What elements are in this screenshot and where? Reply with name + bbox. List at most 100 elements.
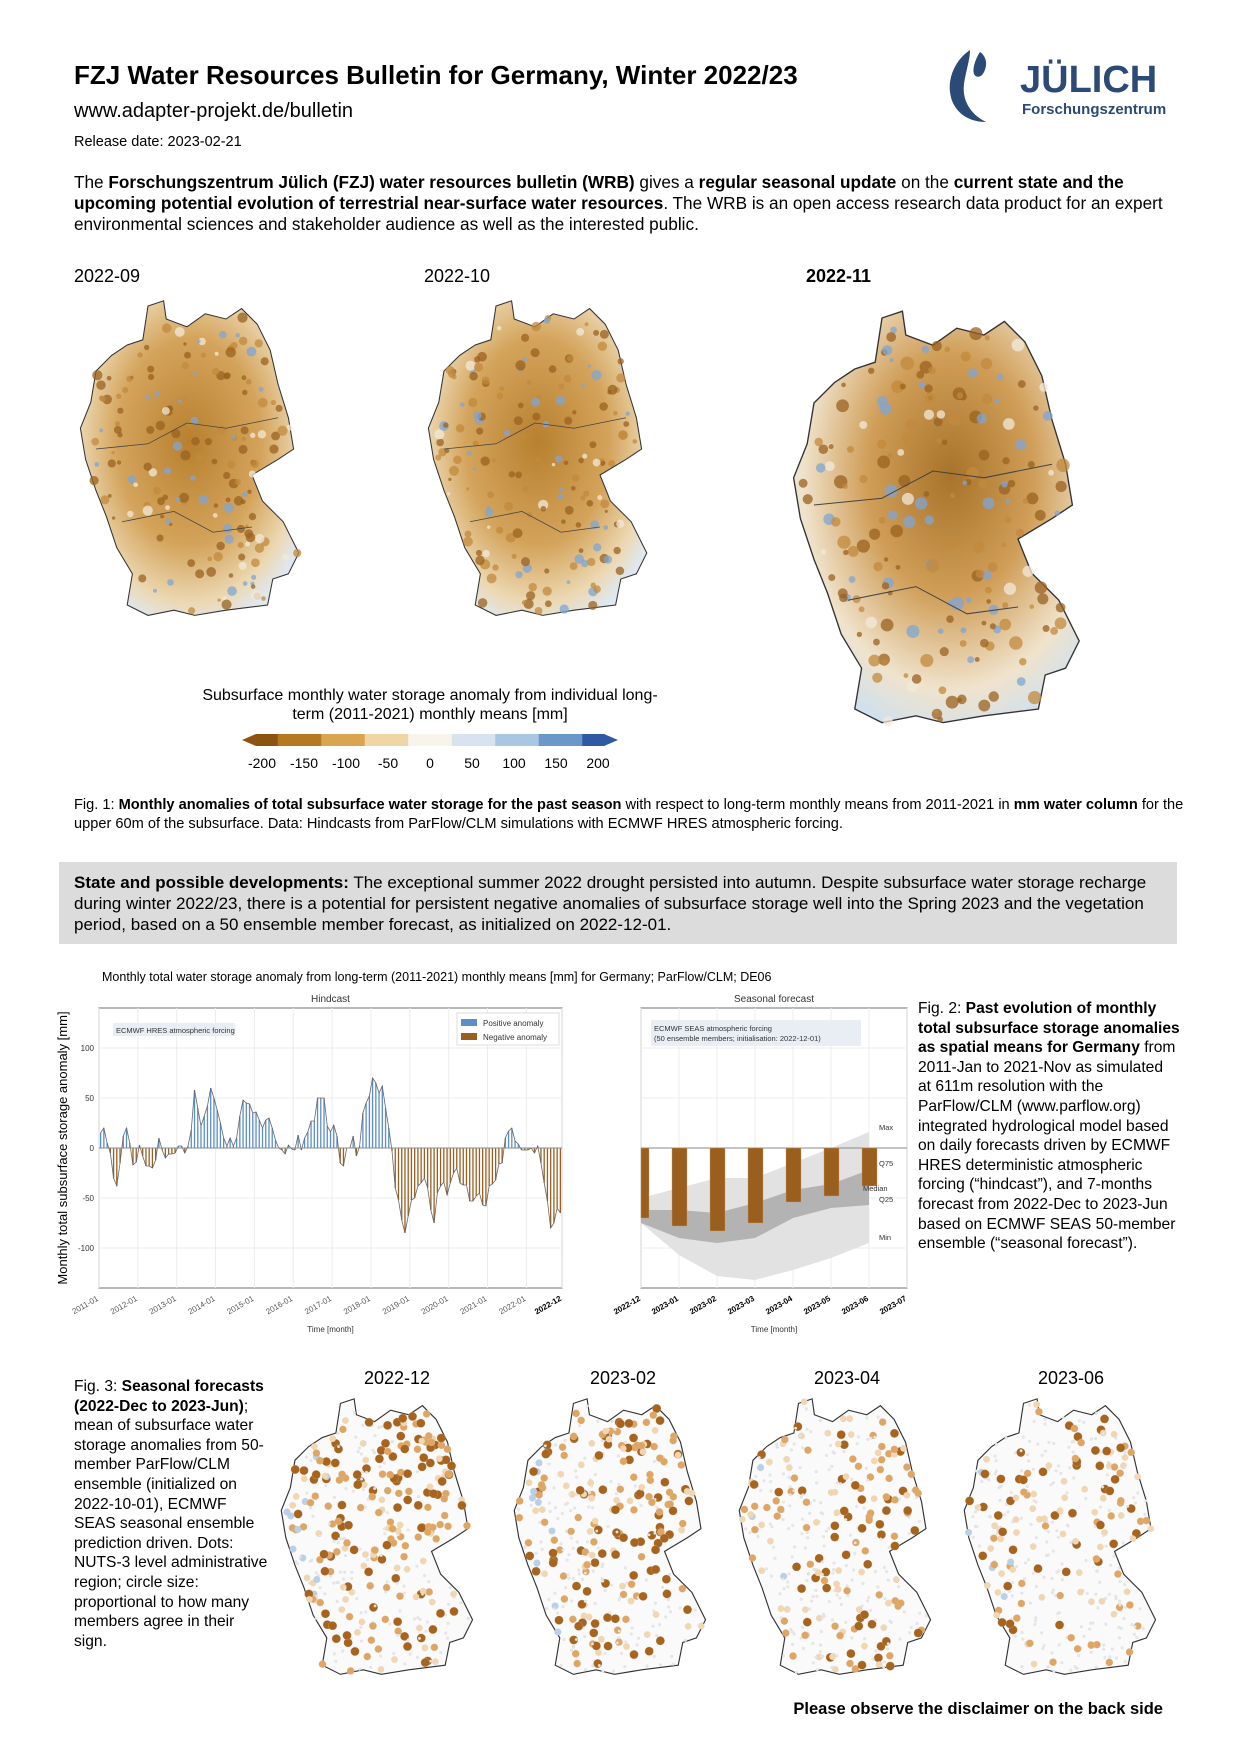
- nuts3-dot: [515, 1513, 524, 1522]
- anomaly-patch: [880, 618, 894, 632]
- nuts3-dot: [1072, 1538, 1079, 1545]
- nuts3-dot: [1132, 1632, 1136, 1636]
- nuts3-dot: [860, 1610, 869, 1620]
- anomaly-patch: [487, 491, 495, 499]
- bulletin-url[interactable]: www.adapter-projekt.de/bulletin: [74, 100, 354, 122]
- nuts3-dot: [1012, 1494, 1020, 1502]
- anomaly-patch: [261, 596, 266, 601]
- nuts3-dot: [1007, 1590, 1011, 1594]
- anomaly-patch: [508, 471, 516, 478]
- anomaly-patch: [496, 526, 504, 534]
- nuts3-dot: [591, 1664, 595, 1668]
- anomaly-patch: [213, 503, 219, 508]
- anomaly-patch: [987, 562, 998, 572]
- x-tick-label: 2018-01: [342, 1294, 372, 1317]
- anomaly-patch: [928, 366, 936, 375]
- nuts3-dot: [362, 1551, 369, 1558]
- nuts3-dot: [805, 1579, 809, 1583]
- anomaly-patch: [91, 437, 100, 446]
- nuts3-dot: [400, 1444, 410, 1454]
- anomaly-patch: [902, 515, 916, 529]
- colorbar-tick-label: -150: [290, 755, 318, 771]
- nuts3-dot: [1061, 1494, 1069, 1502]
- anomaly-patch: [877, 455, 891, 469]
- nuts3-dot: [428, 1598, 436, 1606]
- anomaly-patch: [222, 596, 227, 601]
- nuts3-dot: [832, 1589, 836, 1593]
- anomaly-patch: [198, 337, 206, 346]
- nuts3-dot: [444, 1522, 452, 1531]
- nuts3-dot: [311, 1492, 320, 1500]
- nuts3-dot: [835, 1481, 839, 1485]
- nuts3-dot: [1027, 1459, 1031, 1463]
- nuts3-dot: [561, 1605, 565, 1609]
- nuts3-dot: [740, 1505, 749, 1514]
- nuts3-dot: [819, 1630, 823, 1634]
- anomaly-patch: [231, 434, 236, 439]
- nuts3-dot: [602, 1427, 610, 1435]
- colorbar-step: [473, 734, 496, 746]
- x-tick-label: 2012-01: [109, 1294, 139, 1317]
- nuts3-dot: [515, 1497, 524, 1505]
- nuts3-dot: [792, 1489, 796, 1493]
- anomaly-patch: [114, 421, 121, 427]
- forecast-dot-map-2022-12: [280, 1398, 474, 1675]
- nuts3-dot: [627, 1580, 636, 1589]
- nuts3-dot: [459, 1601, 463, 1605]
- nuts3-dot: [651, 1545, 660, 1555]
- nuts3-dot: [359, 1440, 367, 1447]
- nuts3-dot: [849, 1533, 853, 1537]
- nuts3-dot: [778, 1592, 782, 1596]
- nuts3-dot: [835, 1593, 839, 1597]
- nuts3-dot: [773, 1556, 777, 1560]
- nuts3-dot: [552, 1607, 556, 1611]
- nuts3-dot: [754, 1474, 758, 1478]
- nuts3-dot: [1029, 1523, 1033, 1527]
- nuts3-dot: [463, 1521, 471, 1530]
- nuts3-dot: [903, 1491, 911, 1499]
- legend-swatch-negative: [461, 1033, 477, 1040]
- nuts3-dot: [768, 1473, 772, 1477]
- anomaly-patch: [1002, 418, 1015, 430]
- nuts3-dot: [590, 1558, 600, 1568]
- anomaly-patch: [445, 365, 455, 375]
- nuts3-dot: [792, 1562, 802, 1572]
- nuts3-dot: [1041, 1647, 1045, 1651]
- nuts3-dot: [360, 1470, 364, 1474]
- nuts3-dot: [793, 1422, 803, 1432]
- nuts3-dot: [408, 1652, 412, 1656]
- anomaly-patch: [962, 529, 973, 539]
- nuts3-dot: [630, 1538, 639, 1547]
- nuts3-dot: [866, 1478, 870, 1482]
- nuts3-dot: [332, 1496, 336, 1500]
- nuts3-dot: [802, 1523, 811, 1532]
- anomaly-patch: [473, 411, 482, 420]
- nuts3-dot: [1096, 1543, 1104, 1551]
- anomaly-patch: [897, 449, 905, 456]
- nuts3-dot: [531, 1566, 541, 1576]
- nuts3-dot: [769, 1480, 773, 1484]
- nuts3-dot: [414, 1533, 422, 1541]
- nuts3-dot: [591, 1641, 601, 1651]
- nuts3-dot: [871, 1657, 875, 1661]
- nuts3-dot: [1105, 1473, 1109, 1477]
- anomaly-patch: [455, 424, 465, 433]
- text-run: State and possible developments:: [74, 873, 349, 892]
- nuts3-dot: [306, 1595, 313, 1603]
- colorbar-step: [299, 734, 322, 746]
- anomaly-patch: [466, 487, 470, 491]
- nuts3-dot: [994, 1459, 998, 1463]
- nuts3-dot: [445, 1470, 453, 1479]
- nuts3-dot: [1134, 1501, 1138, 1505]
- anomaly-patch: [1029, 604, 1035, 609]
- nuts3-dot: [839, 1603, 843, 1607]
- nuts3-dot: [298, 1555, 302, 1559]
- anomaly-patch: [521, 333, 530, 342]
- nuts3-dot: [781, 1518, 785, 1521]
- nuts3-dot: [898, 1637, 902, 1641]
- anomaly-patch: [945, 695, 959, 709]
- nuts3-dot: [661, 1585, 665, 1589]
- nuts3-dot: [790, 1555, 794, 1559]
- nuts3-dot: [567, 1553, 571, 1557]
- anomaly-patch: [254, 543, 265, 553]
